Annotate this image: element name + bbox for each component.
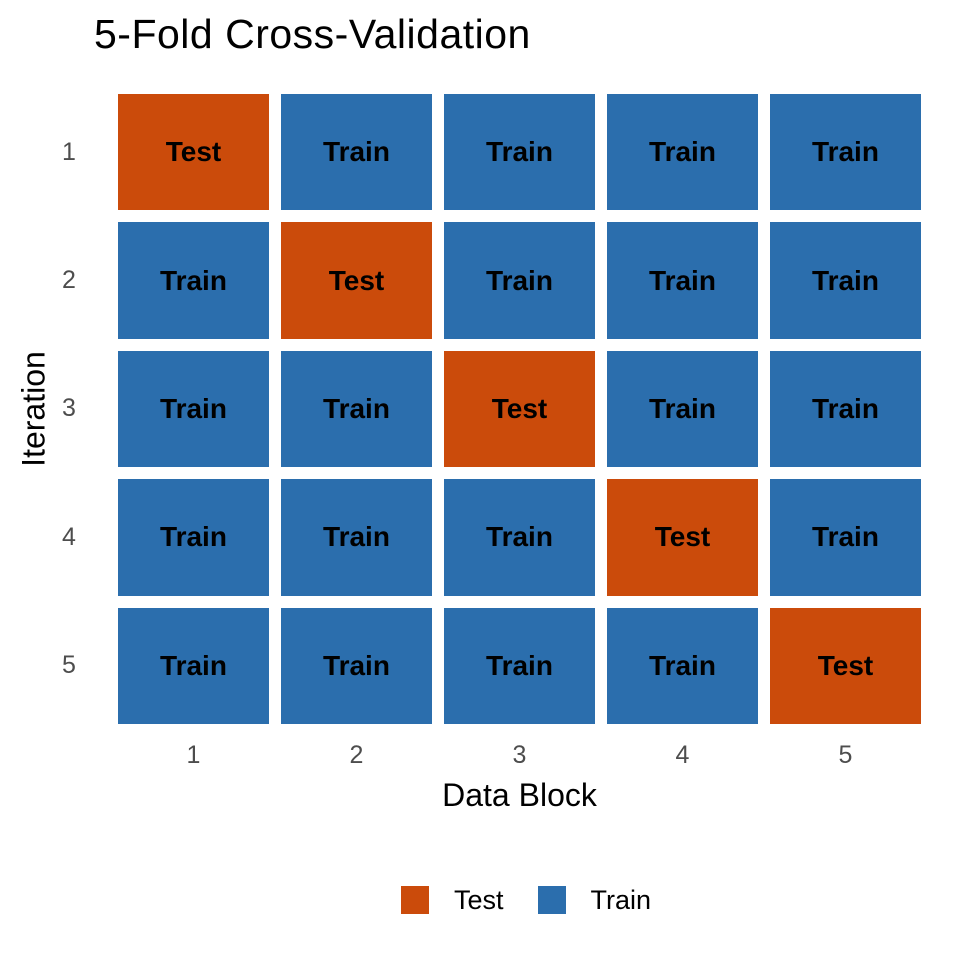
y-tick-3: 3 (62, 394, 76, 423)
legend-label-train: Train (590, 885, 652, 915)
legend-label-test: Test (454, 885, 504, 915)
cell-iter3-block4-train: Train (607, 350, 758, 468)
cell-iter3-block2-train: Train (281, 350, 432, 468)
cell-iter4-block1-train: Train (118, 479, 269, 596)
cell-iter1-block3-train: Train (444, 94, 595, 211)
cell-iter3-block1-train: Train (118, 350, 269, 468)
legend-swatch-test (401, 886, 429, 914)
x-tick-1: 1 (186, 741, 201, 769)
x-tick-4: 4 (675, 741, 690, 769)
cell-iter4-block5-train: Train (770, 479, 921, 596)
legend-item-test: Test (401, 886, 504, 914)
chart-title: 5-Fold Cross-Validation (94, 11, 531, 57)
x-tick-5: 5 (838, 741, 853, 769)
cell-iter5-block5-test: Test (770, 607, 921, 724)
cell-iter4-block4-test: Test (607, 479, 758, 596)
x-tick-3: 3 (512, 741, 527, 769)
x-axis-title: Data Block (442, 777, 597, 813)
cell-iter2-block2-test: Test (281, 222, 432, 339)
y-tick-5: 5 (62, 651, 76, 680)
cell-iter2-block1-train: Train (118, 222, 269, 339)
y-tick-4: 4 (62, 522, 76, 551)
cell-iter1-block5-train: Train (770, 94, 921, 211)
cell-iter5-block3-train: Train (444, 607, 595, 724)
cell-iter2-block3-train: Train (444, 222, 595, 339)
cell-iter4-block2-train: Train (281, 479, 432, 596)
y-tick-2: 2 (62, 266, 76, 295)
cell-iter2-block4-train: Train (607, 222, 758, 339)
cell-iter5-block2-train: Train (281, 607, 432, 724)
y-tick-1: 1 (62, 137, 76, 166)
legend: Test Train (401, 886, 651, 914)
cell-iter5-block1-train: Train (118, 607, 269, 724)
cell-iter1-block4-train: Train (607, 94, 758, 211)
cv-heatmap-grid: Test Train Train Train Train Train Test Train Tr… (118, 94, 921, 724)
cell-iter1-block2-train: Train (281, 94, 432, 211)
cell-iter4-block3-train: Train (444, 479, 595, 596)
cell-iter2-block5-train: Train (770, 222, 921, 339)
legend-item-train: Train (537, 885, 652, 915)
x-tick-2: 2 (349, 741, 364, 769)
cell-iter5-block4-train: Train (607, 607, 758, 724)
legend-swatch-train (537, 886, 566, 914)
cell-iter3-block5-train: Train (770, 350, 921, 468)
cell-iter3-block3-test: Test (444, 350, 595, 468)
x-axis-tick-labels: 1 2 3 4 5 (118, 741, 921, 770)
cell-iter1-block1-test: Test (118, 94, 269, 211)
y-axis-tick-labels: 1 2 3 4 5 (40, 94, 98, 724)
